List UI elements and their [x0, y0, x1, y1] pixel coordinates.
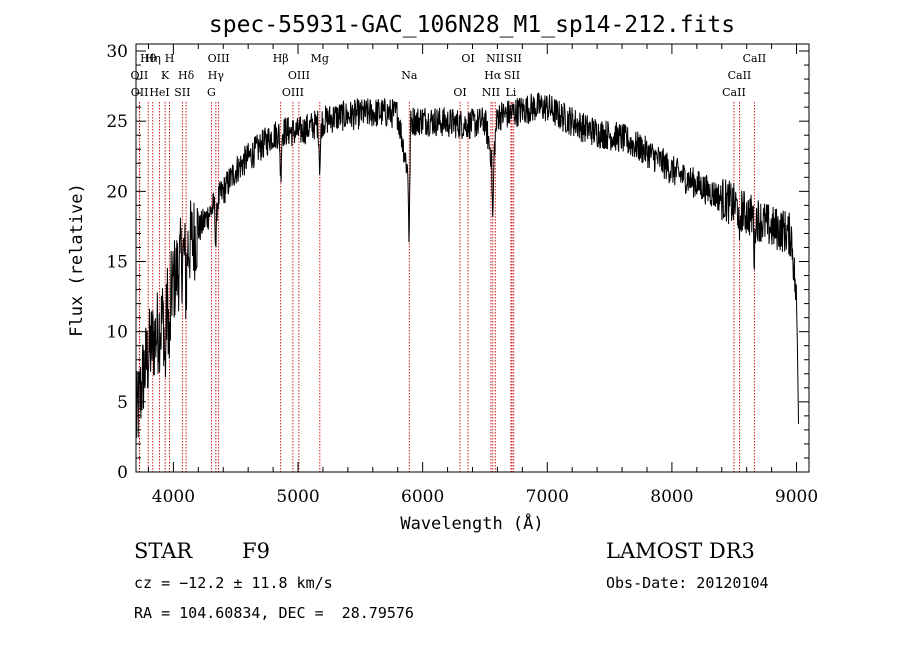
spectral-subclass: F9 — [242, 539, 270, 563]
spectral-line-label: Hγ — [208, 69, 225, 82]
spectral-line-label: Hδ — [178, 69, 195, 82]
spectral-line-label: Na — [401, 69, 418, 82]
coordinates: RA = 104.60834, DEC = 28.79576 — [134, 604, 414, 622]
spectral-line-label: NII — [486, 52, 504, 65]
spectral-line-label: CaII — [743, 52, 767, 65]
y-tick-label: 5 — [117, 393, 128, 413]
x-tick-label: 9000 — [775, 487, 818, 507]
spectral-line-label: OIII — [282, 86, 304, 99]
x-tick-label: 5000 — [276, 487, 319, 507]
plot-frame — [135, 43, 810, 473]
spectral-line-label: CaII — [728, 69, 752, 82]
y-tick-label: 0 — [117, 463, 128, 483]
chart-title: spec-55931-GAC_106N28_M1_sp14-212.fits — [209, 12, 735, 38]
spectral-line-label: OIII — [208, 52, 230, 65]
spectral-line-label: Hβ — [273, 52, 289, 65]
y-axis-label: Flux (relative) — [67, 183, 87, 337]
y-tick-label: 30 — [106, 42, 128, 62]
survey-name: LAMOST DR3 — [606, 539, 755, 563]
spectral-line-label: CaII — [722, 86, 746, 99]
y-tick-label: 20 — [106, 182, 128, 202]
spectral-line-label: SII — [506, 52, 522, 65]
y-tick-label: 10 — [106, 323, 128, 343]
spectral-line-label: OIII — [288, 69, 310, 82]
spectrum-line — [135, 92, 800, 439]
y-tick-label: 25 — [106, 112, 128, 132]
spectral-line-label: Hθ — [140, 52, 157, 65]
x-axis-ticks: 4000 5000 6000 7000 8000 9000 — [147, 44, 818, 507]
spectral-line-label: Mg — [311, 52, 329, 65]
spectral-line-label: NII — [482, 86, 500, 99]
spectral-line-labels: HθOIIOIIHηKHeIHHδSIIOIIIHγGHβOIIIOIIIMgN… — [131, 52, 767, 99]
spectral-line-label: G — [207, 86, 216, 99]
y-axis-ticks: 0 5 10 15 20 25 30 — [106, 42, 809, 483]
spectral-line-label: K — [161, 69, 170, 82]
spectral-line-label: H — [165, 52, 175, 65]
spectral-line-label: Hη — [145, 52, 161, 65]
x-axis-label: Wavelength (Å) — [400, 512, 543, 534]
spectral-line-label: HeI — [149, 86, 169, 99]
spectral-line-label: OI — [461, 52, 474, 65]
spectral-line-label: SII — [504, 69, 520, 82]
x-tick-label: 6000 — [401, 487, 444, 507]
observation-date: Obs-Date: 20120104 — [606, 574, 769, 592]
object-class: STAR — [134, 539, 193, 563]
spectral-line-label: OII — [131, 69, 149, 82]
spectral-line-label: Li — [505, 86, 516, 99]
spectral-line-label: OII — [131, 86, 149, 99]
x-tick-label: 8000 — [650, 487, 693, 507]
spectral-line-label: SII — [174, 86, 190, 99]
spectral-line-label: OI — [453, 86, 466, 99]
x-tick-label: 7000 — [526, 487, 569, 507]
y-tick-label: 15 — [106, 253, 128, 273]
x-tick-label: 4000 — [152, 487, 195, 507]
redshift-value: cz = −12.2 ± 11.8 km/s — [134, 574, 333, 592]
spectral-line-label: Hα — [484, 69, 502, 82]
